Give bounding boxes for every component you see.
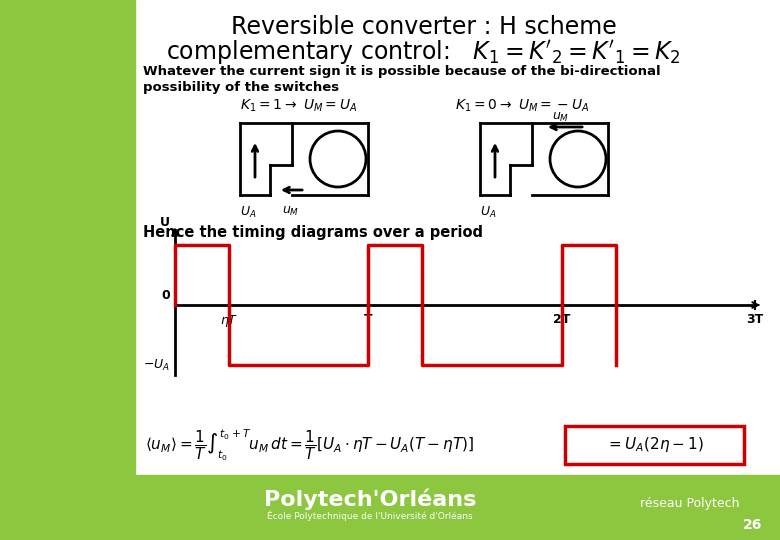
Text: École Polytechnique de l'Université d'Orléans: École Polytechnique de l'Université d'Or… xyxy=(268,510,473,521)
Circle shape xyxy=(310,131,366,187)
Text: Reversible converter : H scheme: Reversible converter : H scheme xyxy=(231,15,617,39)
FancyBboxPatch shape xyxy=(565,426,744,464)
Text: Hence the timing diagrams over a period: Hence the timing diagrams over a period xyxy=(143,225,483,240)
Text: 26: 26 xyxy=(743,518,762,532)
Text: 0: 0 xyxy=(161,289,170,302)
Bar xyxy=(0,0,135,475)
Text: 3T: 3T xyxy=(746,313,764,326)
Text: $= U_A(2\eta - 1)$: $= U_A(2\eta - 1)$ xyxy=(605,435,704,455)
Text: Polytech'Orléans: Polytech'Orléans xyxy=(264,489,476,510)
Text: $K_1=1\rightarrow\ U_M=U_A$: $K_1=1\rightarrow\ U_M=U_A$ xyxy=(240,98,357,114)
Bar xyxy=(0,475,780,540)
Text: complementary control:   $K_1=K'_2=K'_1=K_2$: complementary control: $K_1=K'_2=K'_1=K_… xyxy=(166,38,681,66)
Text: T: T xyxy=(364,313,373,326)
Text: $U_A$: $U_A$ xyxy=(240,205,257,220)
Text: 2T: 2T xyxy=(553,313,570,326)
Text: $\eta T$: $\eta T$ xyxy=(220,313,239,329)
Text: $u_M$: $u_M$ xyxy=(282,205,300,218)
Text: $U_A$: $U_A$ xyxy=(480,205,497,220)
Text: possibility of the switches: possibility of the switches xyxy=(143,81,339,94)
Circle shape xyxy=(550,131,606,187)
Text: U: U xyxy=(160,217,170,230)
Text: $u_M$: $u_M$ xyxy=(552,111,569,124)
Text: $-U_A$: $-U_A$ xyxy=(143,357,170,373)
Text: $\langle u_M \rangle = \dfrac{1}{T}\int_{t_0}^{t_0+T} u_M\, dt = \dfrac{1}{T}\le: $\langle u_M \rangle = \dfrac{1}{T}\int_… xyxy=(145,427,474,463)
Text: réseau Polytech: réseau Polytech xyxy=(640,497,739,510)
Text: Whatever the current sign it is possible because of the bi-directional: Whatever the current sign it is possible… xyxy=(143,65,661,78)
Text: $K_1=0\rightarrow\ U_M= -U_A$: $K_1=0\rightarrow\ U_M= -U_A$ xyxy=(455,98,589,114)
